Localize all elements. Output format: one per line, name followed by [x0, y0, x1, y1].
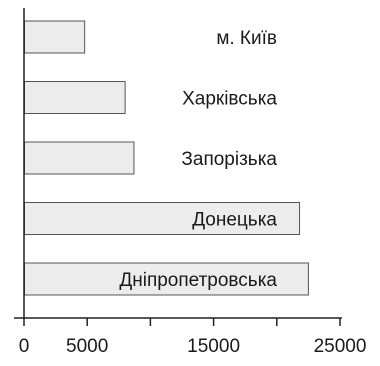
- x-tick-label: 15000: [187, 336, 240, 357]
- category-label: Дніпропетровська: [119, 270, 277, 291]
- x-tick-label: 5000: [66, 336, 108, 357]
- x-tick-label: 0: [19, 336, 30, 357]
- bar-0: [24, 20, 86, 54]
- bar-2: [24, 141, 135, 175]
- category-label: Запорізька: [181, 149, 277, 170]
- bar-3: [24, 202, 301, 235]
- category-label: м. Київ: [216, 28, 277, 49]
- category-label: Харківська: [182, 89, 277, 110]
- category-label: Донецька: [192, 210, 277, 231]
- x-tick-label: 25000: [314, 336, 367, 357]
- bar-1: [24, 81, 126, 114]
- bar-4: [24, 262, 309, 296]
